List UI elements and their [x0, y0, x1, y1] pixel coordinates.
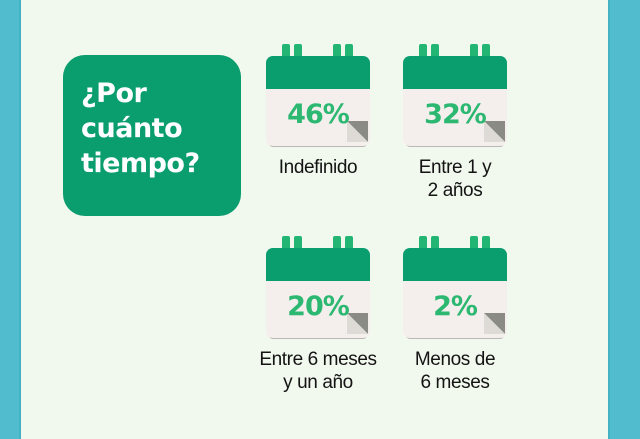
- calendar-body: [266, 281, 370, 338]
- stat-item-indefinido: 46% Indefinido: [266, 44, 370, 178]
- stat-item-menos-de-6-meses: 2% Menos de 6 meses: [403, 236, 507, 393]
- page-fold-icon: [484, 313, 505, 334]
- stat-value: 2%: [433, 290, 478, 322]
- calendar-ring: [345, 236, 353, 257]
- calendar-ring: [482, 236, 490, 257]
- calendar-body: [266, 89, 370, 146]
- calendar-rings-icon: [403, 44, 507, 66]
- calendar-rings-icon: [403, 236, 507, 258]
- stat-label: Entre 1 y 2 años: [418, 157, 492, 201]
- calendar-ring: [419, 236, 427, 257]
- calendar-icon: 46%: [266, 44, 370, 150]
- calendar-ring: [431, 236, 439, 257]
- stat-label: Entre 6 meses y un año: [259, 349, 377, 393]
- left-rail-edge: [19, 0, 21, 439]
- calendar-ring: [282, 44, 290, 65]
- stat-label: Indefinido: [278, 157, 358, 178]
- calendar-ring: [470, 236, 478, 257]
- page-fold-icon: [484, 121, 505, 142]
- calendar-ring: [482, 44, 490, 65]
- stat-value: 20%: [287, 290, 350, 322]
- calendar-ring: [333, 44, 341, 65]
- calendar-ring: [282, 236, 290, 257]
- calendar-ring: [419, 44, 427, 65]
- right-teal-rail: [608, 0, 640, 439]
- calendar-ring: [294, 236, 302, 257]
- page-fold-icon: [347, 121, 368, 142]
- calendar-ring: [345, 44, 353, 65]
- right-rail-edge: [608, 0, 610, 439]
- question-title: ¿Por cuánto tiempo?: [81, 78, 200, 179]
- calendar-icon: 32%: [403, 44, 507, 150]
- calendar-icon: 20%: [266, 236, 370, 342]
- stat-item-entre-6-meses-y-un-ano: 20% Entre 6 meses y un año: [259, 236, 377, 393]
- calendar-rings-icon: [266, 44, 370, 66]
- calendar-ring: [470, 44, 478, 65]
- calendar-header-bar: [266, 56, 370, 90]
- calendar-header-bar: [403, 248, 507, 282]
- stat-value: 46%: [287, 98, 350, 130]
- calendar-ring: [431, 44, 439, 65]
- left-teal-rail: [0, 0, 21, 439]
- stat-value: 32%: [424, 98, 487, 130]
- calendar-rings-icon: [266, 236, 370, 258]
- calendar-header-bar: [403, 56, 507, 90]
- question-card: ¿Por cuánto tiempo?: [63, 55, 241, 216]
- stat-item-entre-1-y-2-anos: 32% Entre 1 y 2 años: [403, 44, 507, 201]
- calendar-body: [403, 281, 507, 338]
- calendar-ring: [333, 236, 341, 257]
- stat-label: Menos de 6 meses: [414, 349, 496, 393]
- calendar-icon: 2%: [403, 236, 507, 342]
- page-fold-icon: [347, 313, 368, 334]
- calendar-body: [403, 89, 507, 146]
- calendar-ring: [294, 44, 302, 65]
- calendar-header-bar: [266, 248, 370, 282]
